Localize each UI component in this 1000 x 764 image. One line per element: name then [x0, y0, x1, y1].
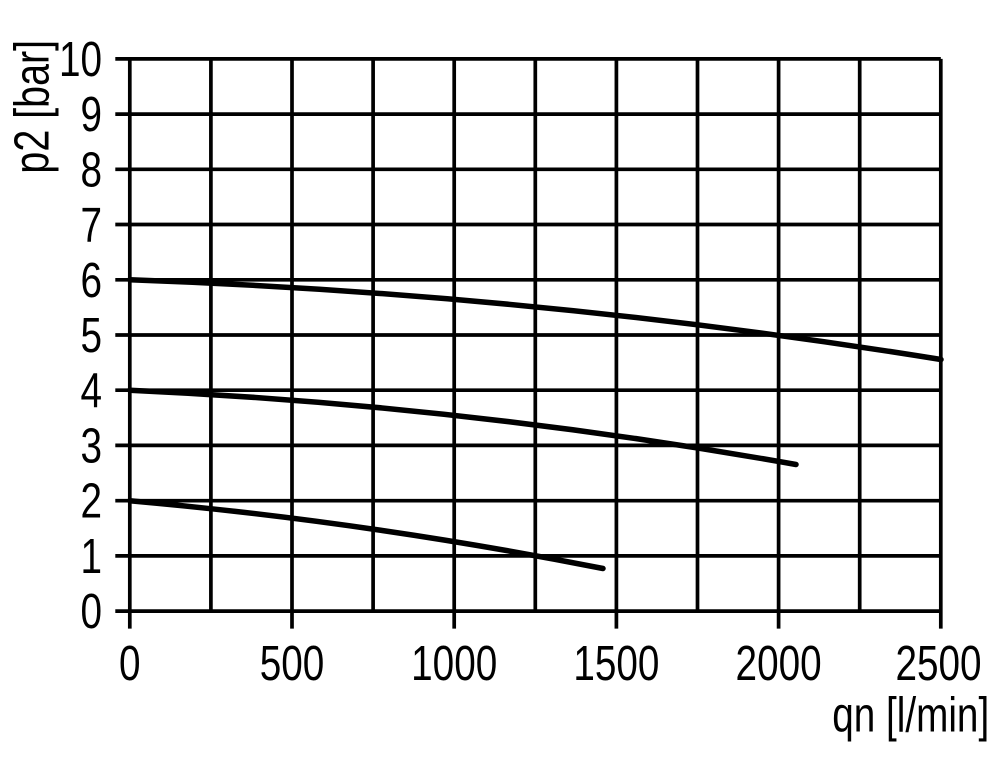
svg-text:3: 3 — [80, 419, 102, 473]
svg-text:4: 4 — [80, 364, 102, 418]
svg-text:0: 0 — [119, 637, 141, 691]
svg-text:10: 10 — [59, 33, 102, 87]
svg-text:p2 [bar]: p2 [bar] — [6, 40, 60, 174]
svg-text:2000: 2000 — [736, 637, 822, 691]
svg-text:1500: 1500 — [573, 637, 659, 691]
svg-text:0: 0 — [80, 585, 102, 639]
svg-text:1000: 1000 — [411, 637, 497, 691]
svg-text:8: 8 — [80, 143, 102, 197]
svg-text:6: 6 — [80, 254, 102, 308]
svg-text:qn [l/min]: qn [l/min] — [832, 688, 989, 742]
svg-text:5: 5 — [80, 309, 102, 363]
svg-text:7: 7 — [80, 198, 102, 252]
svg-text:2500: 2500 — [895, 637, 981, 691]
svg-text:2: 2 — [80, 474, 102, 528]
svg-text:500: 500 — [260, 637, 325, 691]
svg-text:9: 9 — [80, 88, 102, 142]
svg-text:1: 1 — [80, 530, 102, 584]
